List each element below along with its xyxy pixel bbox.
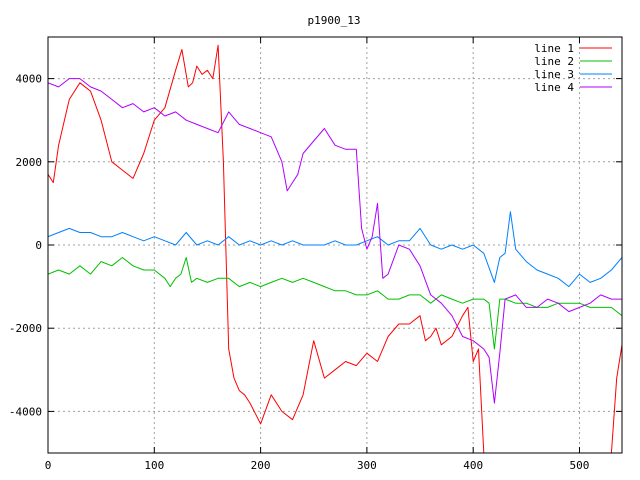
grid bbox=[48, 37, 622, 453]
series-line-2 bbox=[48, 257, 622, 350]
y-tick-label: -4000 bbox=[9, 405, 42, 418]
series-line-4 bbox=[48, 78, 622, 404]
x-tick-label: 400 bbox=[463, 459, 483, 472]
legend-label-1: line 1 bbox=[534, 42, 574, 55]
series-line-1 bbox=[48, 44, 622, 453]
legend-label-3: line 3 bbox=[534, 68, 574, 81]
x-tick-label: 100 bbox=[144, 459, 164, 472]
x-tick-label: 500 bbox=[570, 459, 590, 472]
chart-title: p1900_13 bbox=[308, 14, 361, 27]
axis-ticks: 0 100 200 300 400 500 -4000 -2000 0 2000 4000 bbox=[9, 37, 622, 472]
plot-frame bbox=[47, 36, 623, 454]
x-tick-label: 300 bbox=[357, 459, 377, 472]
y-tick-label: 4000 bbox=[16, 73, 43, 86]
legend-label-4: line 4 bbox=[534, 81, 574, 94]
y-tick-label: -2000 bbox=[9, 322, 42, 335]
y-tick-label: 0 bbox=[35, 239, 42, 252]
plot-area bbox=[48, 44, 622, 453]
series-line-3 bbox=[48, 211, 622, 288]
x-tick-label: 0 bbox=[45, 459, 52, 472]
x-tick-label: 200 bbox=[251, 459, 271, 472]
legend-label-2: line 2 bbox=[534, 55, 574, 68]
y-tick-label: 2000 bbox=[16, 156, 43, 169]
